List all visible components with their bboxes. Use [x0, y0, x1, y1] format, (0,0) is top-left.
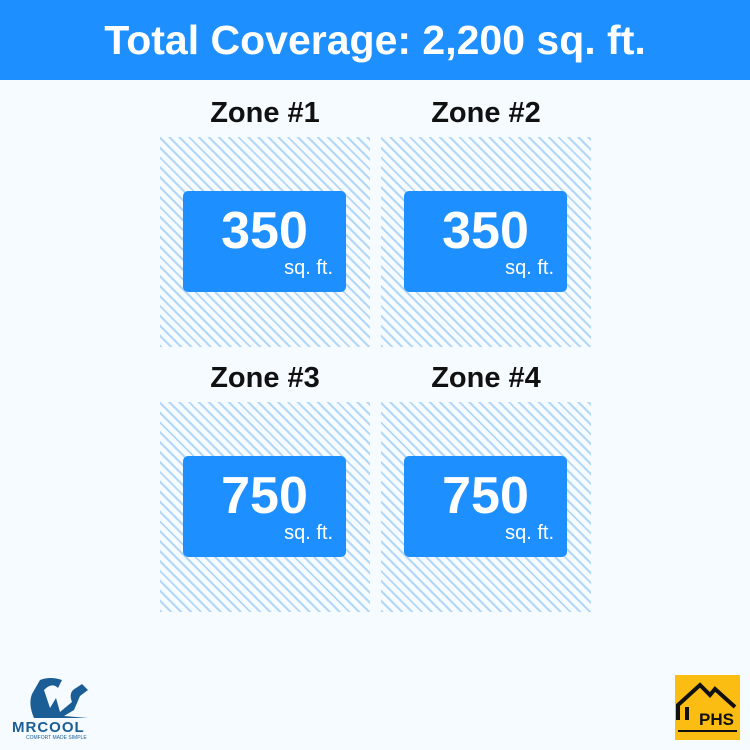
zone-value: 350 — [221, 202, 308, 260]
zone-value: 750 — [442, 467, 529, 525]
zone-title: Zone #3 — [210, 362, 320, 394]
zone-unit: sq. ft. — [505, 257, 554, 279]
svg-text:MRCOOL: MRCOOL — [12, 719, 85, 736]
phs-logo: PHS — [675, 675, 740, 740]
zone-unit: sq. ft. — [505, 522, 554, 544]
zone-title: Zone #1 — [210, 97, 320, 129]
zone-title: Zone #2 — [431, 97, 541, 129]
zone-coverage-card: 750 sq. ft. — [183, 456, 346, 557]
zone-coverage-card: 350 sq. ft. — [183, 191, 346, 292]
header-title: Total Coverage: 2,200 sq. ft. — [0, 0, 750, 80]
zone-value: 750 — [221, 467, 308, 525]
zone-area: 350 sq. ft. — [160, 137, 370, 347]
zone-area: 750 sq. ft. — [381, 402, 591, 612]
zone-coverage-card: 750 sq. ft. — [404, 456, 567, 557]
svg-text:PHS: PHS — [699, 710, 734, 729]
zone-area: 350 sq. ft. — [381, 137, 591, 347]
mrcool-logo: MRCOOL COMFORT MADE SIMPLE — [10, 668, 110, 745]
zone-unit: sq. ft. — [284, 257, 333, 279]
zone-unit: sq. ft. — [284, 522, 333, 544]
zone-area: 750 sq. ft. — [160, 402, 370, 612]
zone-title: Zone #4 — [431, 362, 541, 394]
zone-value: 350 — [442, 202, 529, 260]
svg-text:COMFORT MADE SIMPLE: COMFORT MADE SIMPLE — [26, 735, 87, 740]
zone-coverage-card: 350 sq. ft. — [404, 191, 567, 292]
